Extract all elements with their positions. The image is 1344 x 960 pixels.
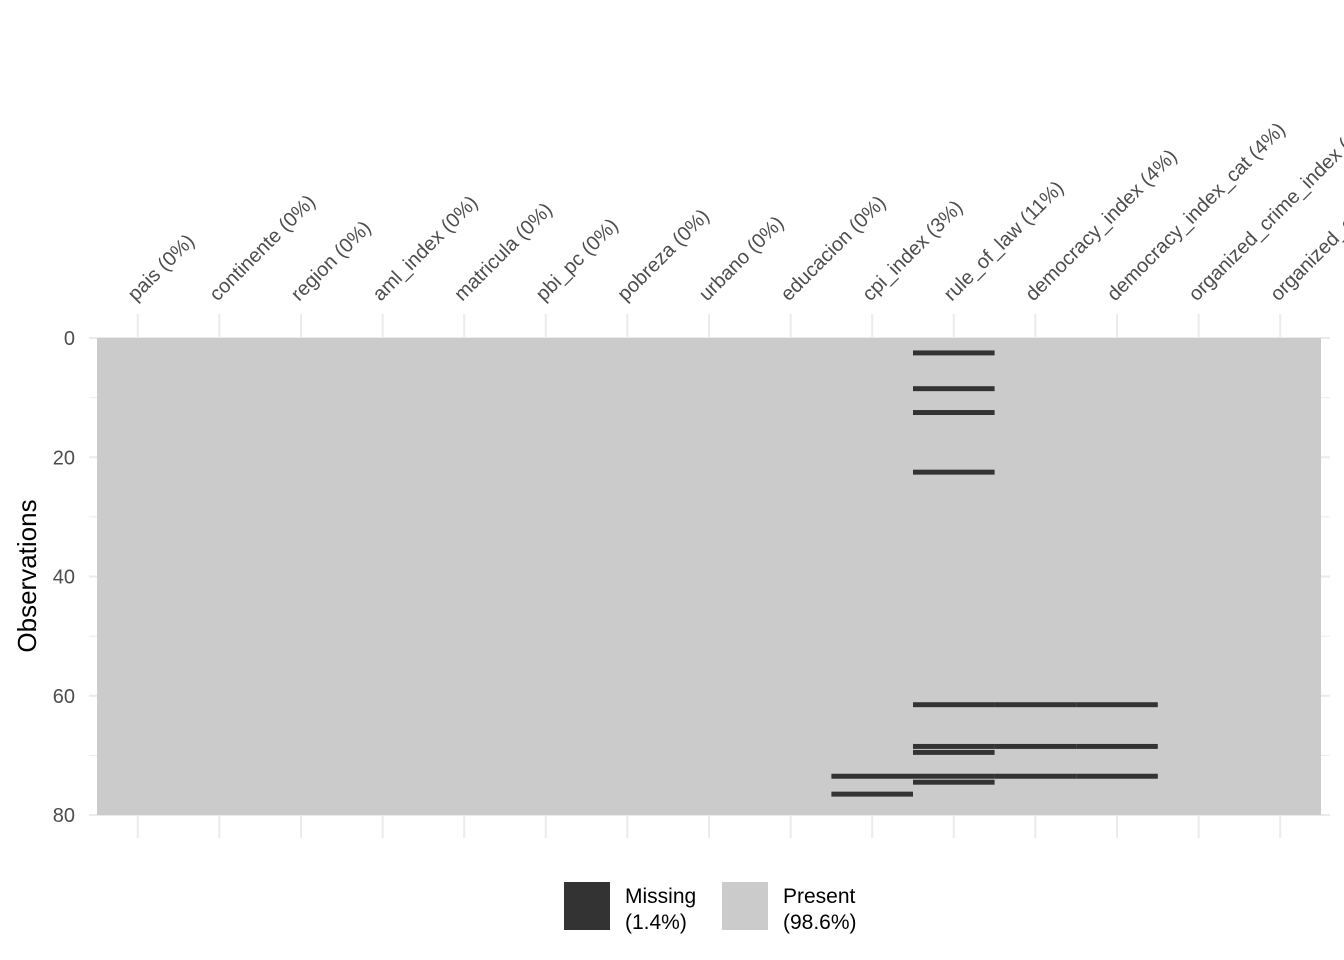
missing-cell (913, 469, 995, 475)
missing-cell (913, 743, 995, 749)
missing-cell (994, 743, 1077, 749)
legend: Missing (1.4%) Present (98.6%) (564, 882, 857, 934)
legend-swatch (564, 882, 610, 930)
variable-label: urbano (0%) (695, 212, 788, 305)
y-tick-label: 60 (53, 686, 75, 708)
legend-swatch (722, 882, 768, 930)
legend-percent: (98.6%) (783, 911, 857, 934)
variable-label: democracy_index (4%) (1021, 145, 1181, 305)
missing-cell (994, 702, 1077, 708)
variable-label: pbi_pc (0%) (532, 215, 623, 306)
variable-label: region (0%) (287, 217, 376, 306)
missing-cell (913, 386, 995, 392)
present-area (97, 338, 1321, 815)
y-tick-label: 80 (53, 805, 75, 827)
missing-cell (913, 410, 995, 416)
missing-cell (1076, 773, 1158, 779)
missing-cell (831, 791, 913, 797)
legend-label: Missing (625, 885, 696, 908)
variable-labels: pais (0%) continente (0%)region (0%)aml_i… (124, 83, 1344, 305)
missing-cell (913, 350, 995, 356)
legend-percent: (1.4%) (625, 911, 687, 934)
missing-cell (913, 773, 995, 779)
missing-cell (831, 773, 913, 779)
missing-cells (831, 350, 1158, 797)
legend-label: Present (783, 885, 856, 908)
y-axis-title: Observations (12, 499, 42, 652)
missing-cell (913, 749, 995, 755)
missing-cell (913, 702, 995, 708)
y-tick-label: 0 (64, 328, 75, 350)
missing-cell (1076, 702, 1158, 708)
y-axis-ticks: 0 20 40 60 80 (53, 328, 75, 827)
variable-label: pais (0%) (124, 230, 199, 305)
y-tick-label: 40 (53, 567, 75, 589)
missing-cell (1076, 743, 1158, 749)
missing-cell (913, 779, 995, 785)
missing-cell (994, 773, 1077, 779)
y-tick-label: 20 (53, 447, 75, 469)
